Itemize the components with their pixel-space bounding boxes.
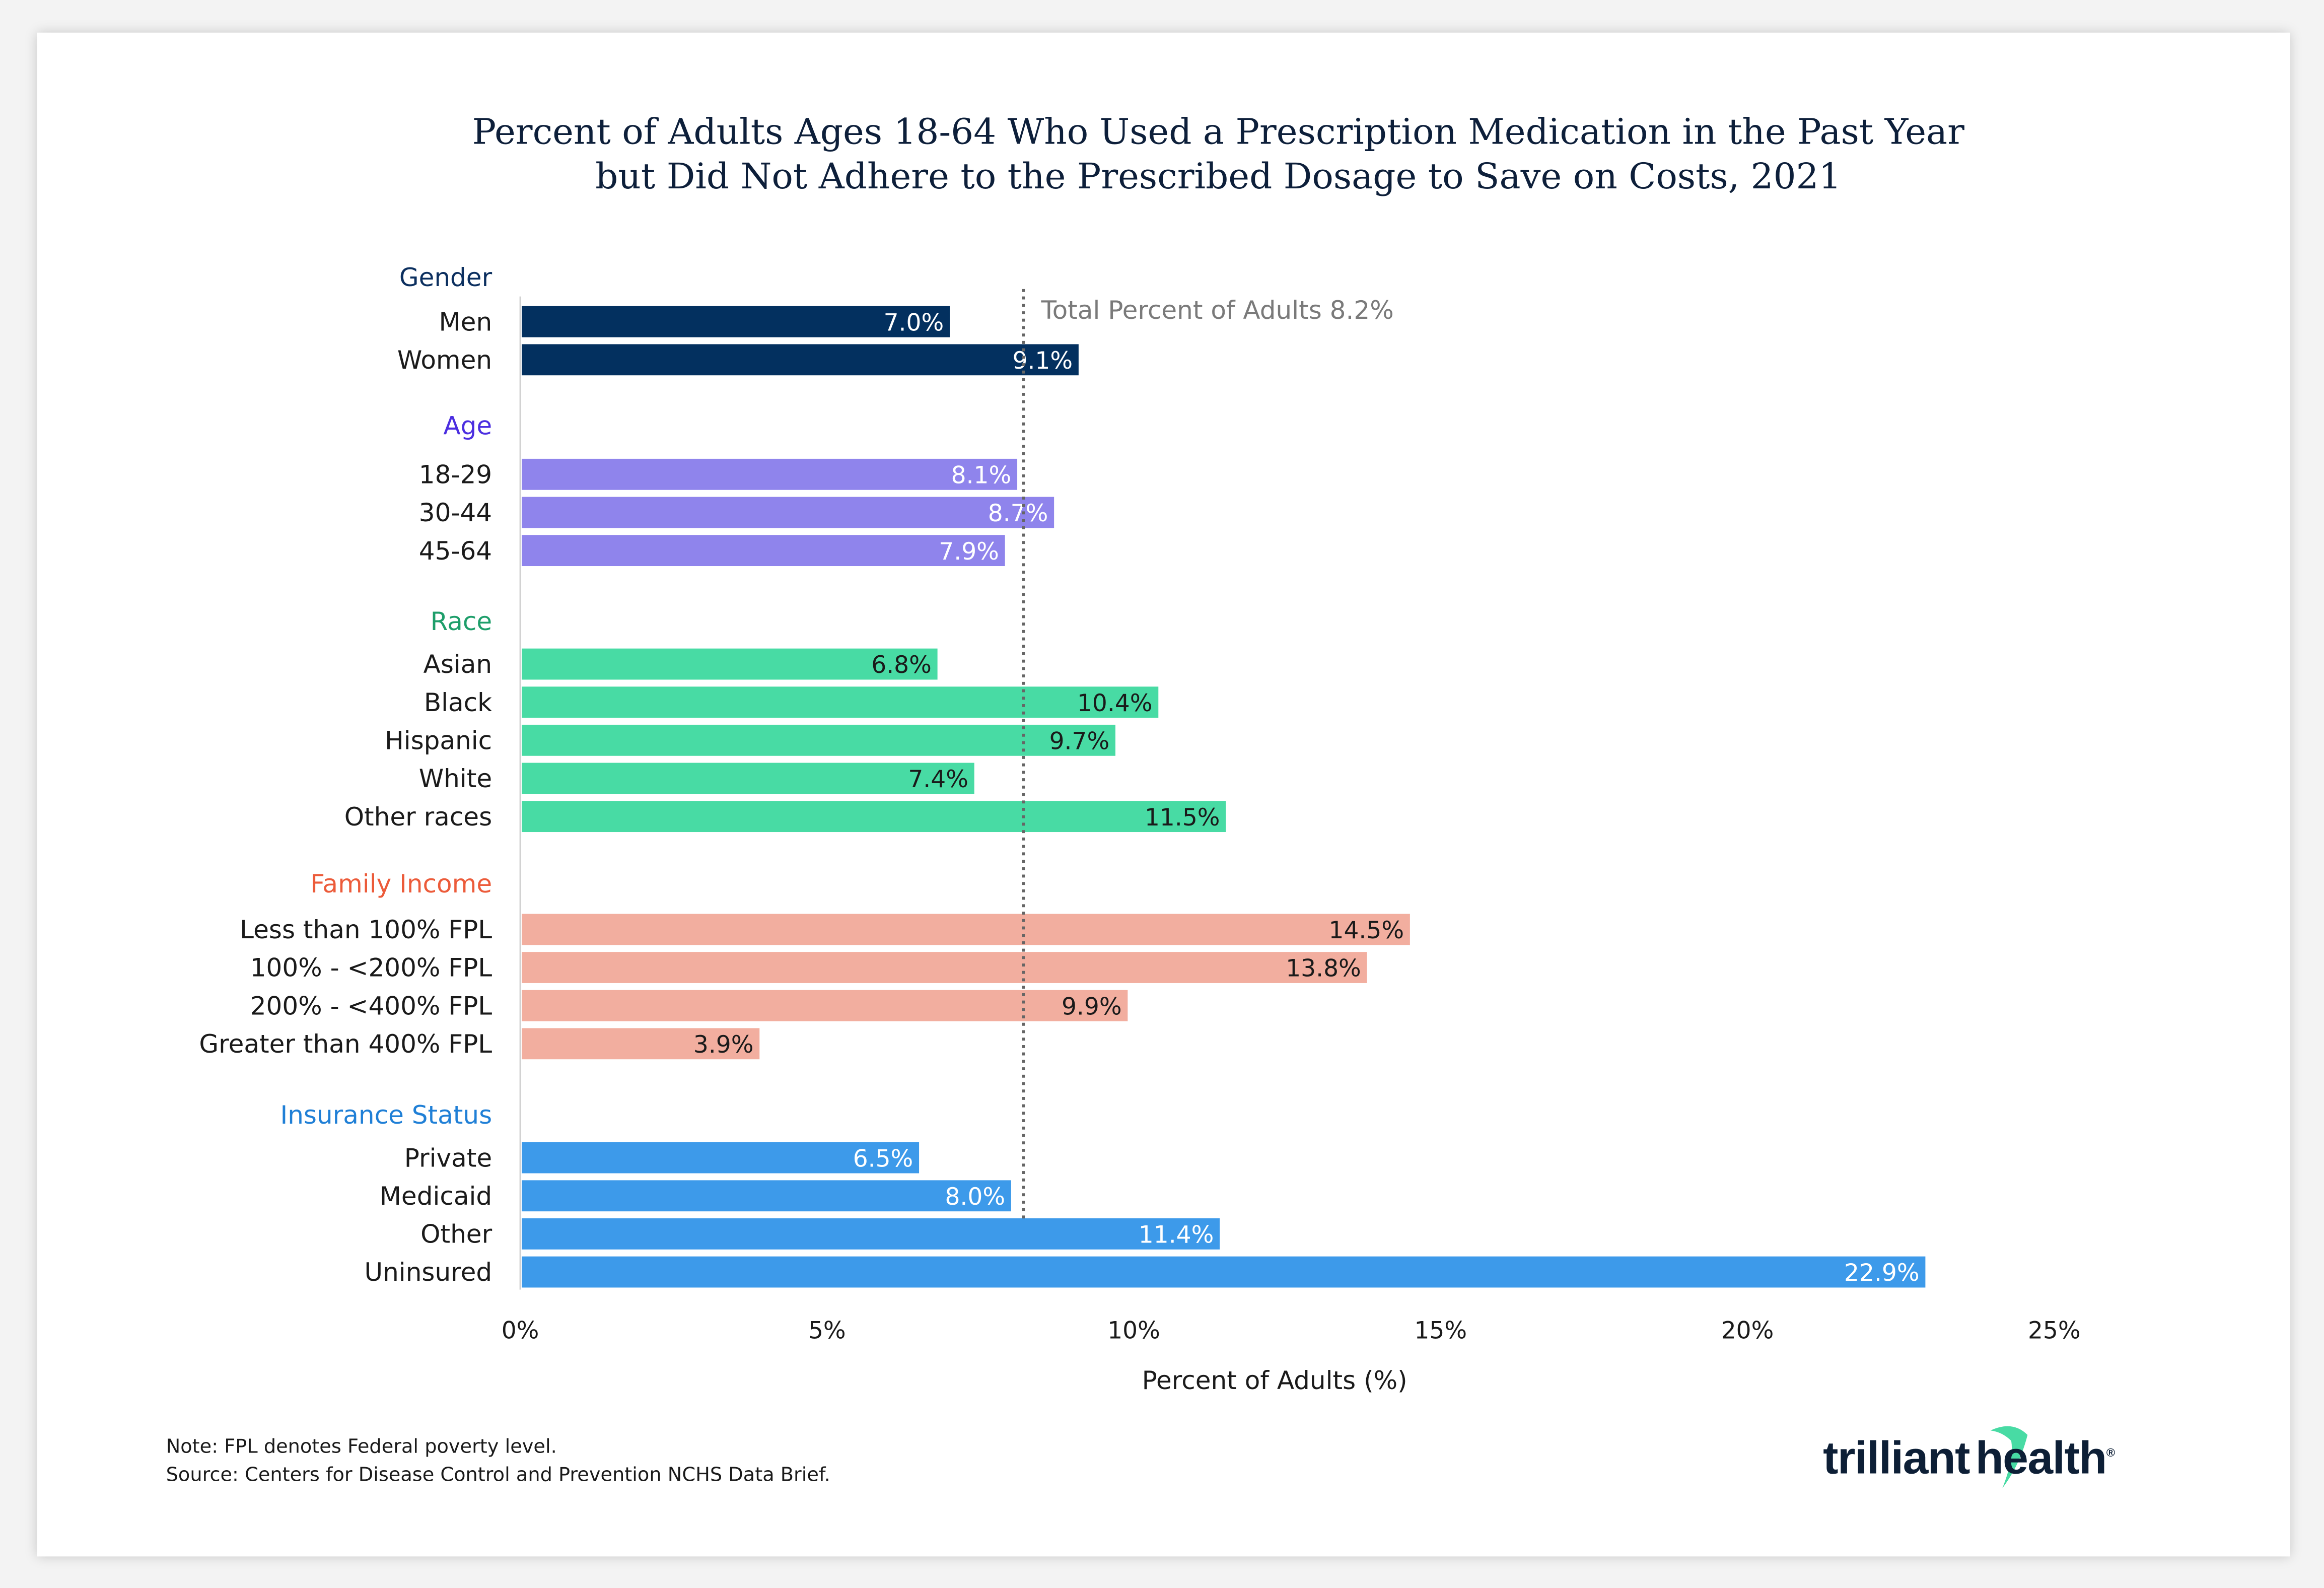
- data-label: 9.1%: [1013, 347, 1073, 375]
- category-label: Private: [404, 1143, 492, 1172]
- bar: [522, 648, 938, 680]
- x-tick-label: 10%: [1107, 1317, 1160, 1345]
- bar: [522, 344, 1079, 376]
- category-label: Other: [420, 1220, 492, 1249]
- bar: [522, 306, 950, 337]
- bar: [522, 1142, 920, 1173]
- bar: [522, 763, 974, 794]
- category-label: Less than 100% FPL: [240, 915, 492, 944]
- category-label: 100% - <200% FPL: [250, 953, 492, 983]
- data-label: 9.9%: [1062, 993, 1122, 1020]
- title-line-2: but Did Not Adhere to the Prescribed Dos…: [595, 156, 1842, 197]
- data-label: 7.4%: [908, 766, 968, 793]
- data-label: 14.5%: [1329, 917, 1404, 944]
- bar: [522, 686, 1159, 718]
- x-tick-label: 5%: [808, 1317, 846, 1345]
- bar: [522, 1256, 1926, 1288]
- bar: [522, 1180, 1011, 1212]
- x-tick-label: 0%: [502, 1317, 539, 1345]
- bar: [522, 801, 1226, 833]
- data-label: 8.1%: [951, 461, 1012, 489]
- category-label: Medicaid: [380, 1182, 492, 1211]
- bar: [522, 535, 1005, 567]
- category-label: Asian: [424, 650, 492, 679]
- bar: [522, 1028, 760, 1060]
- data-label: 11.4%: [1139, 1221, 1214, 1249]
- category-label: Hispanic: [385, 726, 492, 755]
- category-label: Other races: [344, 802, 492, 832]
- x-tick-label: 15%: [1414, 1317, 1467, 1345]
- chart-card: [37, 32, 2290, 1557]
- data-label: 6.8%: [871, 651, 932, 679]
- footer-source: Source: Centers for Disease Control and …: [166, 1464, 830, 1487]
- bar: [522, 724, 1115, 756]
- bar: [522, 952, 1367, 983]
- group-header: Family Income: [310, 869, 492, 899]
- reference-line-label: Total Percent of Adults 8.2%: [1041, 296, 1394, 325]
- category-label: Black: [424, 688, 492, 717]
- category-label: Uninsured: [364, 1258, 492, 1287]
- bar: [522, 1218, 1220, 1250]
- x-axis-label: Percent of Adults (%): [1142, 1366, 1407, 1395]
- category-label: Greater than 400% FPL: [199, 1029, 492, 1059]
- data-label: 8.7%: [988, 500, 1048, 527]
- chart-title: Percent of Adults Ages 18-64 Who Used a …: [0, 110, 2324, 199]
- category-label: 45-64: [419, 536, 492, 566]
- group-header: Insurance Status: [280, 1100, 492, 1130]
- x-tick-label: 25%: [2028, 1317, 2081, 1345]
- category-label: White: [419, 764, 492, 793]
- data-label: 6.5%: [853, 1145, 913, 1172]
- data-label: 3.9%: [693, 1031, 754, 1059]
- category-label: 30-44: [419, 498, 492, 527]
- bar: [522, 458, 1018, 490]
- title-line-1: Percent of Adults Ages 18-64 Who Used a …: [472, 111, 1964, 153]
- data-label: 10.4%: [1077, 689, 1153, 717]
- category-label: 18-29: [419, 460, 492, 489]
- category-label: Women: [397, 346, 492, 375]
- category-label: Men: [439, 307, 492, 336]
- data-label: 7.9%: [939, 538, 999, 566]
- x-tick-label: 20%: [1721, 1317, 1774, 1345]
- data-label: 7.0%: [884, 309, 944, 336]
- footer-note: Note: FPL denotes Federal poverty level.: [166, 1436, 557, 1459]
- logo-swoosh-icon: [1990, 1426, 2028, 1488]
- bar: [522, 914, 1410, 945]
- data-label: 22.9%: [1844, 1259, 1920, 1287]
- data-label: 8.0%: [945, 1183, 1005, 1211]
- bar: [522, 990, 1128, 1021]
- data-label: 13.8%: [1286, 955, 1361, 983]
- data-label: 11.5%: [1145, 804, 1220, 832]
- data-label: 9.7%: [1049, 727, 1110, 755]
- group-header: Age: [443, 411, 492, 440]
- category-label: 200% - <400% FPL: [250, 991, 492, 1020]
- bar: [522, 497, 1054, 528]
- trilliant-health-logo: trilliant health®: [1823, 1426, 2115, 1488]
- group-header: Gender: [399, 263, 492, 292]
- group-header: Race: [431, 607, 492, 636]
